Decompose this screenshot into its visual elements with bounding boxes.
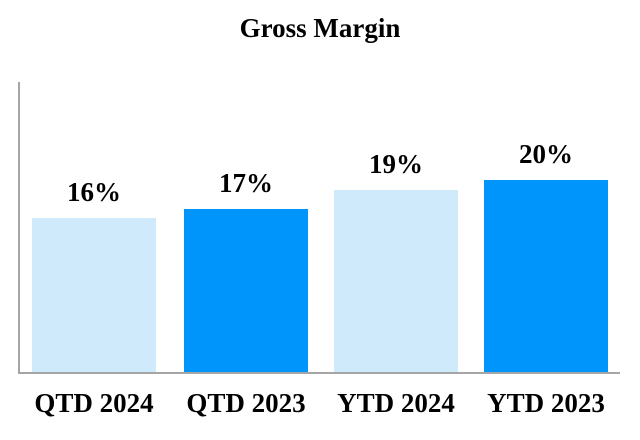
bar-group-qtd-2023: 17% xyxy=(184,170,308,372)
bar-qtd-2024 xyxy=(32,218,156,372)
bar-value-label-qtd-2023: 17% xyxy=(219,168,273,198)
x-axis-line xyxy=(18,372,620,374)
bar-group-ytd-2024: 19% xyxy=(334,151,458,372)
bar-value-label-ytd-2024: 19% xyxy=(369,149,423,179)
bar-group-ytd-2023: 20% xyxy=(484,141,608,372)
chart-title: Gross Margin xyxy=(239,13,401,43)
bar-qtd-2023 xyxy=(184,209,308,372)
bar-value-label-qtd-2024: 16% xyxy=(67,177,121,207)
bar-group-qtd-2024: 16% xyxy=(32,179,156,372)
x-axis-label-ytd-2023: YTD 2023 xyxy=(487,388,605,418)
x-axis-label-qtd-2023: QTD 2023 xyxy=(186,388,306,418)
bar-ytd-2024 xyxy=(334,190,458,372)
bar-ytd-2023 xyxy=(484,180,608,372)
x-axis-label-qtd-2024: QTD 2024 xyxy=(34,388,154,418)
bar-value-label-ytd-2023: 20% xyxy=(519,139,573,169)
y-axis-line xyxy=(18,82,20,374)
x-axis-label-ytd-2024: YTD 2024 xyxy=(337,388,455,418)
